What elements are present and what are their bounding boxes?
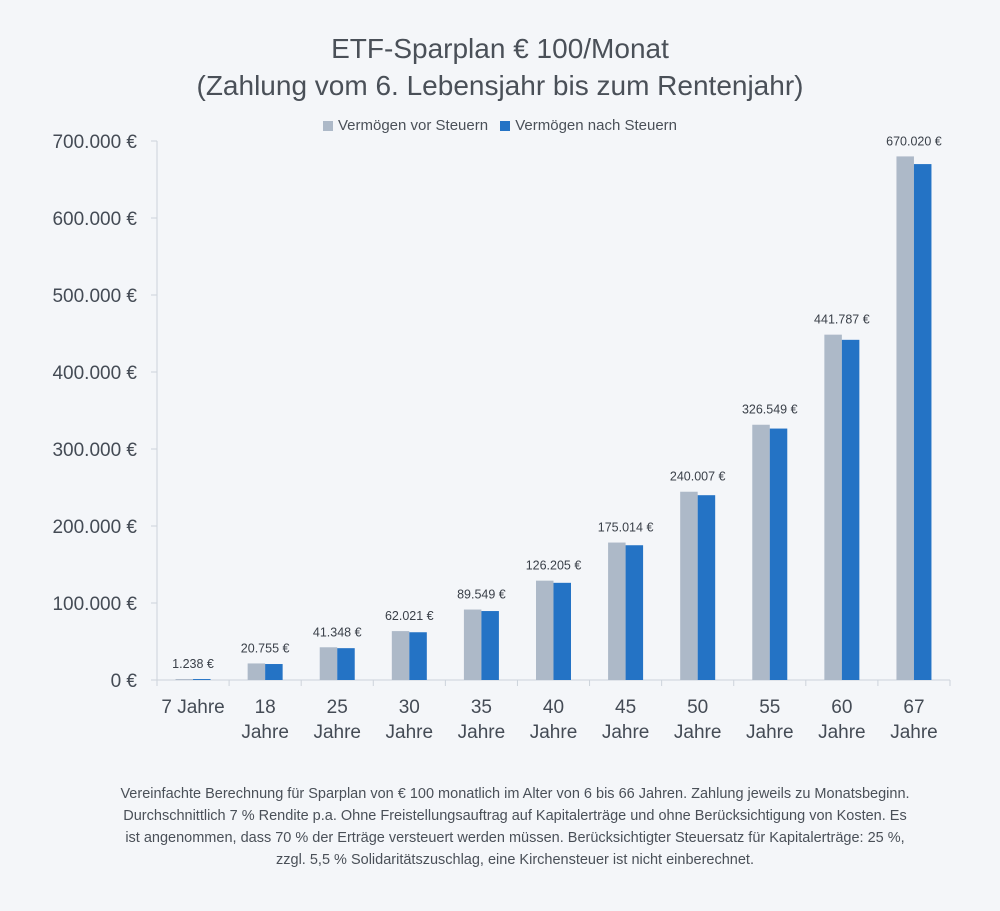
x-tick-label: 18	[255, 697, 276, 718]
x-tick-label: Jahre	[818, 722, 866, 743]
footnote: Vereinfachte Berechnung für Sparplan von…	[120, 786, 910, 868]
data-label: 1.238 €	[172, 657, 214, 671]
y-tick-label: 100.000 €	[52, 594, 137, 615]
y-tick-label: 300.000 €	[52, 440, 137, 461]
chart-legend: Vermögen vor Steuern Vermögen nach Steue…	[0, 117, 1000, 134]
x-tick-label: Jahre	[313, 722, 361, 743]
data-label: 441.787 €	[814, 313, 870, 327]
data-label: 240.007 €	[670, 470, 726, 484]
legend-label-after-tax: Vermögen nach Steuern	[515, 117, 678, 134]
bar-before-tax	[463, 609, 482, 680]
bar-before-tax	[175, 679, 194, 680]
data-label: 175.014 €	[598, 521, 654, 535]
x-tick-label: Jahre	[746, 722, 794, 743]
x-tick-label: 25	[327, 697, 348, 718]
bar-before-tax	[752, 424, 770, 680]
bar-after-tax	[697, 495, 716, 680]
legend-label-before-tax: Vermögen vor Steuern	[337, 117, 489, 134]
bar-before-tax	[536, 580, 554, 680]
data-label: 41.348 €	[313, 625, 362, 639]
chart-title-line1: ETF-Sparplan € 100/Monat	[331, 33, 669, 64]
y-tick-label: 700.000 €	[52, 132, 137, 153]
data-labels: 1.238 € 20.755 € 41.348 € 62.021 € 89.549 € 1…	[172, 134, 942, 671]
bar-after-tax	[841, 339, 860, 680]
bar-before-tax	[247, 663, 266, 680]
data-label: 20.755 €	[241, 641, 290, 655]
x-tick-label: Jahre	[386, 722, 434, 743]
bar-after-tax	[553, 582, 571, 680]
x-tick-label: Jahre	[890, 722, 938, 743]
data-label: 89.549 €	[457, 588, 506, 602]
x-tick-label: 45	[615, 697, 636, 718]
bar-before-tax	[680, 491, 698, 680]
x-tick-label: 67	[903, 697, 924, 718]
bar-after-tax	[265, 664, 283, 680]
x-tick-label: 35	[471, 697, 492, 718]
legend-item-before-tax: Vermögen vor Steuern	[322, 117, 489, 134]
y-tick-label: 500.000 €	[52, 286, 137, 307]
y-tick-label: 0 €	[111, 671, 138, 692]
bar-before-tax	[391, 631, 410, 680]
x-tick-label: Jahre	[458, 722, 506, 743]
y-tick-label: 600.000 €	[52, 209, 137, 230]
bar-before-tax	[608, 542, 626, 680]
bar-after-tax	[193, 679, 211, 680]
legend-swatch-before-tax	[322, 121, 333, 131]
bar-after-tax	[409, 632, 427, 680]
x-axis-ticks: 7 Jahre 18 Jahre 25 Jahre 30 Jahre 35 Jahre 40 Jah…	[156, 680, 951, 743]
data-label: 62.021 €	[385, 609, 434, 623]
legend-swatch-after-tax	[500, 121, 511, 131]
bar-after-tax	[481, 611, 499, 680]
y-tick-label: 200.000 €	[52, 517, 137, 538]
chart-bars	[175, 156, 932, 680]
x-tick-label: 50	[687, 697, 708, 718]
bar-after-tax	[769, 428, 788, 680]
x-tick-label: 7 Jahre	[161, 697, 224, 718]
data-label: 126.205 €	[526, 559, 582, 573]
chart-subtitle: (Zahlung vom 6. Lebensjahr bis zum Rente…	[196, 70, 804, 101]
x-tick-label: 60	[831, 697, 852, 718]
x-tick-label: 55	[759, 697, 780, 718]
chart-title: ETF-Sparplan € 100/Monat (Zahlung vom 6.…	[0, 30, 1000, 104]
x-tick-label: Jahre	[674, 722, 722, 743]
bar-after-tax	[913, 164, 932, 680]
bar-after-tax	[625, 545, 644, 680]
data-label: 670.020 €	[886, 134, 942, 148]
bar-before-tax	[824, 334, 842, 680]
data-label: 326.549 €	[742, 403, 798, 417]
bar-before-tax	[896, 156, 914, 680]
x-tick-label: 40	[543, 697, 564, 718]
y-axis-ticks: 0 € 100.000 € 200.000 € 300.000 € 400.000 € 5…	[52, 132, 157, 692]
y-tick-label: 400.000 €	[52, 363, 137, 384]
x-tick-label: Jahre	[530, 722, 578, 743]
bar-before-tax	[319, 647, 338, 680]
x-tick-label: 30	[399, 697, 420, 718]
x-tick-label: Jahre	[602, 722, 650, 743]
legend-item-after-tax: Vermögen nach Steuern	[500, 117, 677, 134]
x-tick-label: Jahre	[241, 722, 289, 743]
bar-after-tax	[337, 648, 355, 680]
